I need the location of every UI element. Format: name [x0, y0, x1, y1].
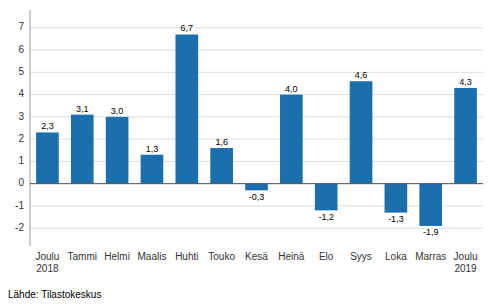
grid-line: [30, 139, 483, 140]
x-tick-label-line: Heinä: [278, 251, 305, 262]
grid-line: [30, 116, 483, 117]
bar: [175, 34, 198, 183]
x-tick-label: Loka: [385, 251, 407, 262]
data-label: 1,6: [215, 137, 228, 147]
x-tick-label: Touko: [208, 251, 235, 262]
bar: [36, 132, 59, 183]
y-tick-label: 4: [18, 88, 24, 99]
x-tick-label: Heinä: [278, 251, 305, 262]
y-tick-label: 3: [18, 111, 24, 122]
bar: [106, 117, 129, 184]
y-tick-label: 2: [18, 133, 24, 144]
bar: [245, 184, 268, 191]
data-label: 3,0: [111, 106, 124, 116]
grid-line: [30, 94, 483, 95]
grid-line: [30, 72, 483, 73]
bar: [315, 184, 338, 211]
x-tick-label-line: Helmi: [104, 251, 130, 262]
x-tick-label: Joulu2018: [35, 251, 59, 274]
x-tick-label-line: 2018: [36, 263, 59, 274]
bar: [350, 81, 373, 183]
bar: [280, 95, 303, 184]
data-label: -1,2: [318, 212, 334, 222]
x-tick-label-line: Loka: [385, 251, 407, 262]
bar: [210, 148, 233, 184]
x-tick-label-line: Tammi: [68, 251, 97, 262]
x-tick-label-line: 2019: [454, 263, 477, 274]
grid-line: [30, 205, 483, 206]
y-axis-line: [30, 10, 31, 246]
x-tick-label-line: Marras: [415, 251, 446, 262]
x-tick-label-line: Maalis: [138, 251, 167, 262]
data-label: 4,6: [355, 70, 368, 80]
x-tick-label: Elo: [319, 251, 334, 262]
data-label: 4,3: [459, 77, 472, 87]
y-tick-label: -1: [15, 200, 24, 211]
data-label: 2,3: [41, 121, 54, 131]
x-tick-label: Maalis: [138, 251, 167, 262]
bar: [385, 184, 408, 213]
y-tick-label: -2: [15, 222, 24, 233]
x-tick-label-line: Joulu: [35, 251, 59, 262]
x-tick-label: Helmi: [104, 251, 130, 262]
source-annotation: Lähde: Tilastokeskus: [8, 289, 101, 300]
bar: [71, 115, 94, 184]
data-label: 1,3: [146, 144, 159, 154]
bar: [454, 88, 477, 184]
x-tick-label: Joulu2019: [454, 251, 478, 274]
x-tick-label: Tammi: [68, 251, 97, 262]
y-tick-label: 7: [18, 21, 24, 32]
y-tick-label: 0: [18, 177, 24, 188]
grid-line: [30, 50, 483, 51]
data-label: 3,1: [76, 104, 89, 114]
data-label: 4,0: [285, 84, 298, 94]
chart-svg: -2 -1 0 1 2 3 4 5 6 7 2,3 3,1 3,0 1,3 6,7 1,6 -0,3 4,0 -1,…: [0, 0, 493, 304]
grid-line: [30, 161, 483, 162]
chart-container: -2 -1 0 1 2 3 4 5 6 7 2,3 3,1 3,0 1,3 6,7 1,6 -0,3 4,0 -1,…: [0, 0, 493, 304]
y-tick-label: 1: [18, 155, 24, 166]
data-label: -1,3: [388, 214, 404, 224]
grid-line: [30, 228, 483, 229]
x-tick-label-line: Huhti: [175, 251, 198, 262]
y-tick-label: 5: [18, 66, 24, 77]
x-tick-label-line: Syys: [350, 251, 372, 262]
zero-line: [30, 183, 483, 184]
x-tick-label-line: Elo: [319, 251, 334, 262]
x-tick-label: Syys: [350, 251, 372, 262]
x-tick-label: Huhti: [175, 251, 198, 262]
x-tick-label: Marras: [415, 251, 446, 262]
grid-line: [30, 27, 483, 28]
bars: [36, 34, 477, 225]
bar: [141, 155, 164, 184]
x-tick-label-line: Kesä: [245, 251, 268, 262]
x-tick-label: Kesä: [245, 251, 268, 262]
data-label: -0,3: [249, 192, 265, 202]
bar: [419, 184, 442, 226]
data-label: -1,9: [423, 227, 439, 237]
x-tick-label-line: Joulu: [454, 251, 478, 262]
y-tick-label: 6: [18, 44, 24, 55]
x-tick-label-line: Touko: [208, 251, 235, 262]
data-label: 6,7: [181, 23, 194, 33]
grid-line: [30, 183, 483, 184]
